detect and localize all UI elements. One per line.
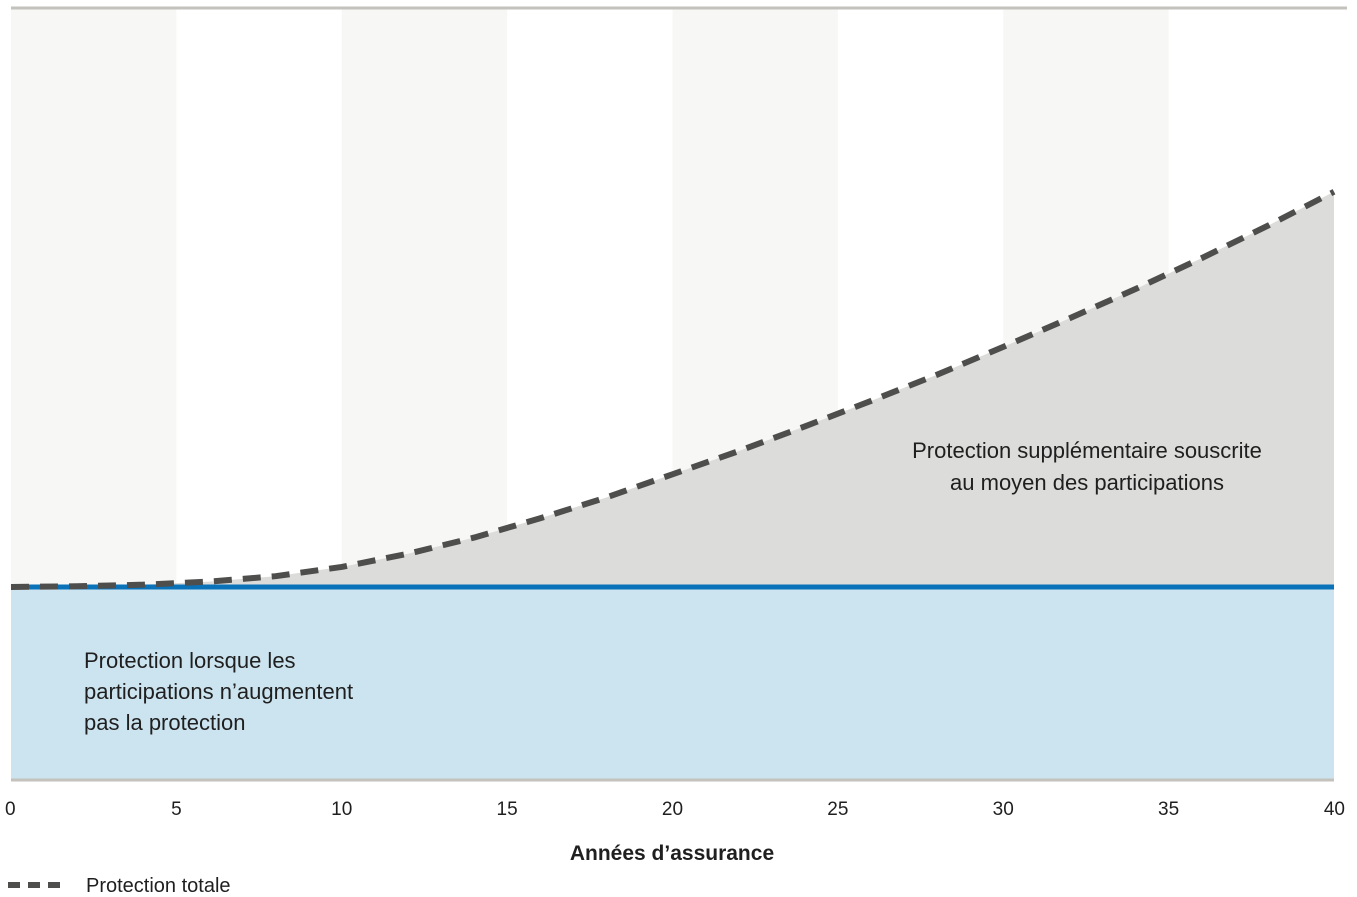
additional-protection-label: Protection supplémentaire souscrite au mo… (912, 438, 1262, 495)
legend-label: Protection totale (86, 875, 231, 897)
x-tick-label-10: 10 (331, 799, 352, 820)
label-line: participations n’augmentent (84, 679, 353, 704)
x-tick-label-5: 5 (171, 799, 182, 820)
x-tick-label-20: 20 (662, 799, 683, 820)
x-tick-label-30: 30 (993, 799, 1014, 820)
x-tick-label-15: 15 (497, 799, 518, 820)
x-tick-label-0: 0 (5, 799, 16, 820)
x-axis-title: Années d’assurance (570, 842, 774, 865)
label-line: au moyen des participations (950, 470, 1224, 495)
x-axis-tick-labels: 0 5 10 15 20 25 30 35 40 (5, 799, 1345, 820)
x-tick-label-35: 35 (1158, 799, 1179, 820)
x-tick-label-25: 25 (827, 799, 848, 820)
base-protection-label: Protection lorsque les participations n’a… (84, 648, 353, 735)
x-tick-label-40: 40 (1324, 799, 1345, 820)
base-protection-area (11, 587, 1334, 780)
label-line: Protection lorsque les (84, 648, 296, 673)
total-protection-line (10, 189, 1336, 590)
label-line: pas la protection (84, 710, 245, 735)
label-line: Protection supplémentaire souscrite (912, 438, 1262, 463)
additional-protection-area (11, 191, 1334, 587)
legend: Protection totale (8, 875, 231, 897)
